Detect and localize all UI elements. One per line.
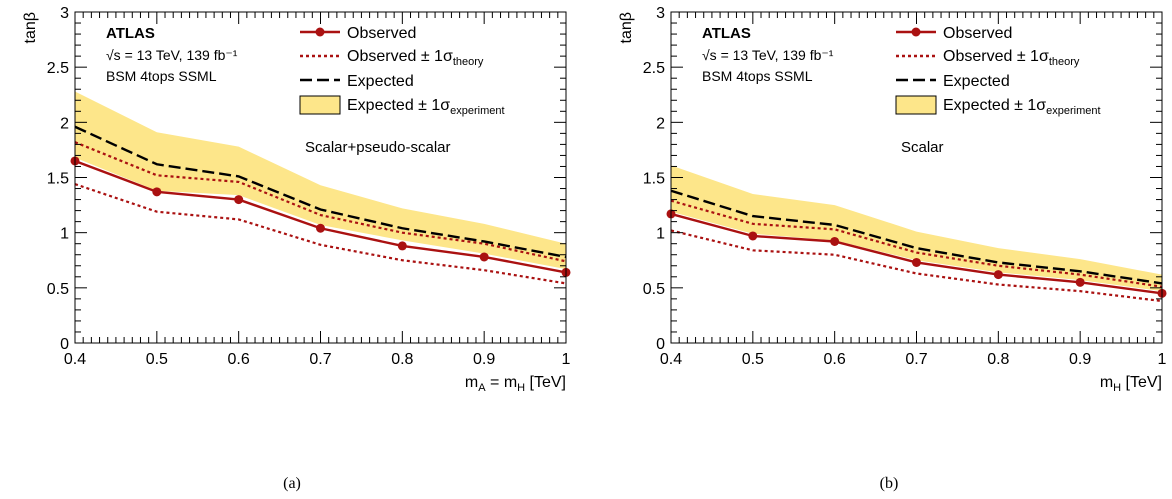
expected-band-area (75, 91, 566, 270)
y-tick-label: 2.5 (643, 60, 665, 77)
y-tick-label: 2 (656, 115, 665, 132)
legend-expected-label: Expected (943, 73, 1010, 90)
expected-line (670, 189, 1163, 285)
observed-point (234, 195, 244, 205)
atlas-label: ATLAS (702, 25, 751, 42)
y-tick-label: 3 (656, 5, 665, 22)
y-tick-label: 1.5 (643, 171, 665, 188)
x-tick-label: 0.5 (742, 351, 764, 368)
model-label: Scalar (901, 139, 944, 156)
x-tick-label: 0.4 (660, 351, 682, 368)
x-tick-label: 0.6 (824, 351, 846, 368)
x-axis-title: mH [TeV] (1100, 374, 1162, 394)
legend-expected-label: Expected (347, 73, 414, 90)
observed-theory-up-line (74, 141, 567, 263)
y-axis-title: tanβ (618, 12, 635, 43)
energy-lumi-label: √s = 13 TeV, 139 fb⁻¹ (106, 47, 238, 63)
legend-observed-label: Observed (347, 25, 416, 42)
y-axis-title: tanβ (22, 12, 39, 43)
x-tick-label: 0.9 (473, 351, 495, 368)
panel-b: 0.4 0.5 0.6 0.7 0.8 0.9 1 0 0.5 1 1.5 2 2.5 3 tanβ mH [… (618, 5, 1167, 492)
y-tick-label: 0.5 (47, 281, 69, 298)
x-tick-label: 1 (1158, 351, 1167, 368)
legend-observed-label: Observed (943, 25, 1012, 42)
legend-band-swatch (299, 95, 341, 115)
energy-lumi-label: √s = 13 TeV, 139 fb⁻¹ (702, 47, 834, 63)
legend-observed-theory-label: Observed ± 1σtheory (347, 48, 484, 68)
legend-observed-marker (911, 27, 921, 37)
x-tick-label: 0.5 (146, 351, 168, 368)
observed-point (830, 236, 840, 246)
observed-point (1075, 277, 1085, 287)
x-tick-label: 0.9 (1069, 351, 1091, 368)
analysis-label: BSM 4tops SSML (702, 68, 813, 84)
legend-observed-marker (315, 27, 325, 37)
analysis-label: BSM 4tops SSML (106, 68, 217, 84)
observed-theory-down-line (74, 183, 567, 285)
panel-caption: (b) (880, 475, 899, 492)
observed-point (397, 241, 407, 251)
observed-point (479, 252, 489, 262)
panel-a: 0.4 0.5 0.6 0.7 0.8 0.9 1 0 0.5 1 1.5 2 2.5 3 tanβ mA =… (22, 5, 571, 492)
y-tick-label: 1.5 (47, 171, 69, 188)
y-tick-label: 0.5 (643, 281, 665, 298)
observed-point (912, 257, 921, 267)
y-tick-label: 0 (656, 336, 665, 353)
observed-theory-down-line (670, 229, 1163, 303)
x-axis-title: mA = mH [TeV] (465, 374, 566, 394)
y-tick-label: 2.5 (47, 60, 69, 77)
legend-band-swatch (895, 95, 937, 115)
y-tick-label: 1 (60, 226, 69, 243)
expected-line (74, 125, 567, 259)
x-tick-label: 0.7 (905, 351, 927, 368)
y-tick-label: 0 (60, 336, 69, 353)
x-tick-label: 0.8 (391, 351, 413, 368)
observed-theory-up-line (670, 199, 1163, 288)
legend-observed-theory-label: Observed ± 1σtheory (943, 48, 1080, 68)
legend-band-label: Expected ± 1σexperiment (347, 97, 505, 117)
expected-band-area (671, 165, 1162, 292)
x-tick-label: 1 (562, 351, 571, 368)
x-tick-label: 0.6 (228, 351, 250, 368)
panel-caption: (a) (283, 475, 301, 492)
y-tick-label: 2 (60, 115, 69, 132)
observed-point (748, 231, 758, 241)
y-tick-label: 1 (656, 226, 665, 243)
x-tick-label: 0.4 (64, 351, 86, 368)
atlas-label: ATLAS (106, 25, 155, 42)
observed-point (152, 187, 162, 197)
legend-band-label: Expected ± 1σexperiment (943, 97, 1101, 117)
observed-point (316, 223, 325, 233)
observed-point (993, 270, 1003, 280)
y-tick-label: 3 (60, 5, 69, 22)
x-tick-label: 0.8 (987, 351, 1009, 368)
model-label: Scalar+pseudo-scalar (305, 139, 451, 156)
x-tick-label: 0.7 (309, 351, 331, 368)
